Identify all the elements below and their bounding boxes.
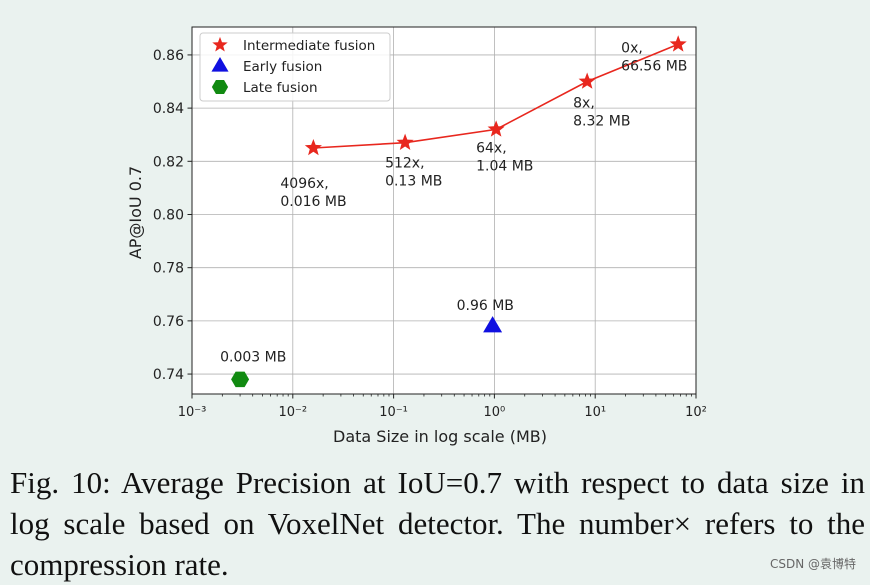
- y-tick-label: 0.82: [153, 154, 184, 170]
- y-tick-label: 0.84: [153, 101, 184, 117]
- x-tick-label: 10⁰: [484, 405, 506, 420]
- data-label: 8x,: [573, 96, 595, 112]
- y-axis-label: AP@IoU 0.7: [126, 166, 145, 259]
- data-label: 0.96 MB: [457, 298, 514, 314]
- x-tick-label: 10⁻²: [278, 405, 307, 420]
- legend-box: [199, 32, 391, 102]
- intermediate-fusion-point: [487, 120, 505, 137]
- data-label: 512x,: [385, 156, 424, 172]
- intermediate-fusion-point: [396, 133, 414, 150]
- x-tick-label: 10¹: [584, 405, 606, 420]
- legend-marker: [212, 36, 228, 52]
- x-axis-label: Data Size in log scale (MB): [333, 427, 547, 446]
- y-tick-label: 0.86: [153, 48, 184, 64]
- chart: 10⁻³ 10⁻² 10⁻¹ 10⁰ 10¹ 10² 0.74 0.76 0.78 0.80 0.8…: [126, 26, 707, 446]
- intermediate-fusion-point: [669, 35, 687, 52]
- legend-marker: [211, 57, 229, 72]
- figure-caption: Fig. 10: Average Precision at IoU=0.7 wi…: [10, 465, 865, 582]
- y-tick-label: 0.76: [153, 314, 184, 330]
- data-label: 1.04 MB: [476, 158, 533, 174]
- y-tick-label: 0.78: [153, 261, 184, 277]
- late-fusion-point: [231, 371, 250, 388]
- legend-entry: Intermediate fusion: [243, 38, 375, 54]
- watermark: CSDN @袁博特: [769, 557, 856, 571]
- legend-entry: Late fusion: [243, 80, 318, 96]
- data-label: 0.016 MB: [280, 194, 346, 210]
- x-tick-label: 10⁻¹: [379, 405, 408, 420]
- data-label: 66.56 MB: [621, 58, 687, 74]
- data-label: 64x,: [476, 140, 507, 156]
- legend-marker: [211, 79, 229, 95]
- axes-frame: [191, 26, 697, 395]
- data-label: 4096x,: [280, 176, 328, 192]
- y-tick-label: 0.74: [153, 367, 184, 383]
- data-label: 0x,: [621, 40, 643, 56]
- data-label: 0.13 MB: [385, 174, 442, 190]
- early-fusion-point: [483, 316, 503, 333]
- data-label: 8.32 MB: [573, 114, 630, 130]
- data-label: 0.003 MB: [220, 349, 286, 365]
- y-tick-label: 0.80: [153, 207, 184, 223]
- legend-entry: Early fusion: [243, 59, 322, 75]
- intermediate-fusion-point: [578, 72, 596, 89]
- intermediate-fusion-point: [304, 139, 322, 156]
- x-tick-label: 10⁻³: [178, 405, 207, 420]
- x-tick-label: 10²: [685, 405, 707, 420]
